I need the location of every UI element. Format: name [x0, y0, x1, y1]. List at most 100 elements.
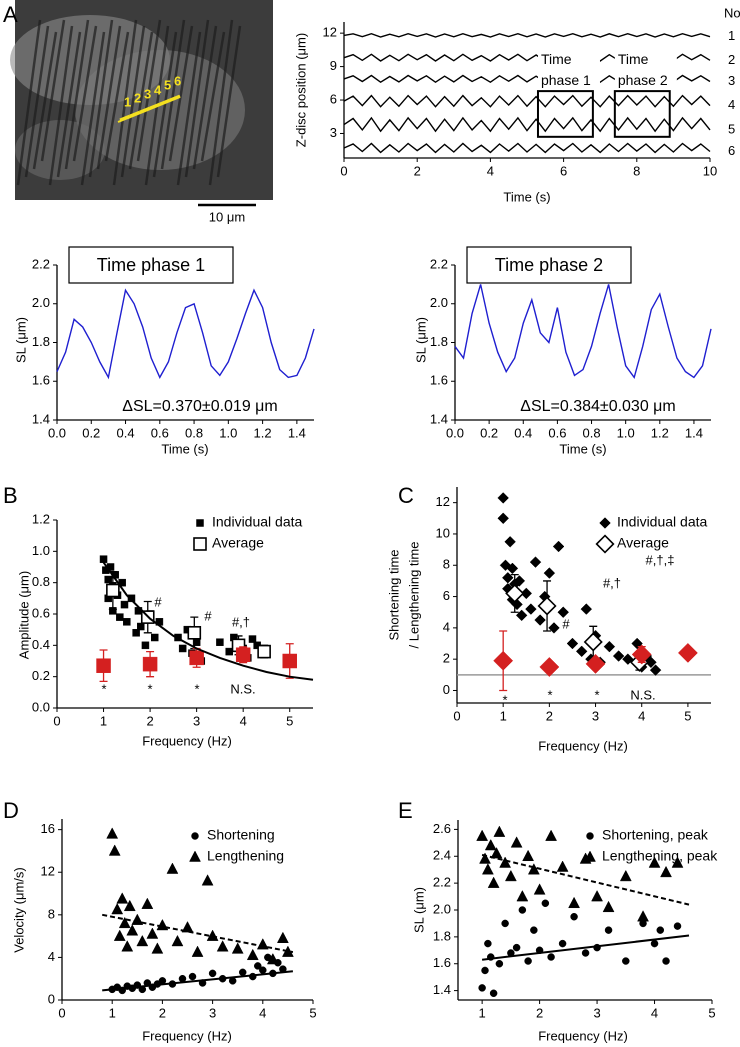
marker — [490, 847, 503, 859]
striation — [24, 25, 50, 178]
y-tick-label: 12 — [436, 494, 450, 509]
legend-label: Lengthening — [207, 848, 284, 864]
x-tick-label: 1.2 — [254, 425, 272, 440]
marker — [545, 829, 558, 841]
marker — [484, 939, 492, 948]
cell-region — [15, 120, 105, 180]
marker — [178, 644, 187, 653]
marker — [120, 600, 129, 609]
y-axis-label: SL (μm) — [411, 887, 426, 933]
y-tick-label: 1.0 — [32, 543, 50, 558]
phase-label: Time — [541, 51, 572, 67]
trace — [343, 116, 711, 133]
legend-label: Individual data — [617, 514, 708, 530]
y-tick-label: 10 — [436, 525, 450, 540]
marker — [121, 940, 134, 952]
marker — [266, 953, 279, 965]
marker — [570, 912, 578, 921]
legend-marker — [189, 850, 201, 862]
label-bg — [614, 51, 677, 90]
marker — [235, 647, 251, 662]
marker — [497, 512, 509, 525]
legend-marker — [599, 517, 611, 529]
marker-label: 2 — [134, 90, 141, 105]
y-tick-label: 2.4 — [433, 848, 451, 863]
fit-line — [102, 561, 314, 681]
marker — [529, 556, 542, 568]
marker — [603, 640, 616, 653]
marker — [126, 924, 139, 936]
marker — [662, 957, 670, 965]
striation — [16, 19, 42, 186]
arrow — [119, 114, 131, 122]
legend-marker — [584, 850, 596, 862]
y-tick-label: 0 — [443, 682, 450, 697]
annotation: * — [502, 692, 507, 707]
legend-label: Average — [212, 535, 264, 551]
x-tick-label: 1 — [100, 713, 107, 728]
x-tick-label: 10 — [703, 163, 717, 178]
chart-title: Time phase 2 — [495, 255, 603, 275]
trace — [343, 32, 711, 38]
x-axis-label: Frequency (Hz) — [538, 738, 628, 753]
marker — [216, 940, 229, 952]
panel-label: D — [3, 798, 19, 823]
x-tick-label: 0 — [53, 713, 60, 728]
x-tick-label: 6 — [560, 163, 567, 178]
x-tick-label: 3 — [193, 713, 200, 728]
y-tick-label: 2.2 — [430, 256, 448, 271]
arrow — [129, 110, 141, 118]
y-tick-label: 3 — [330, 125, 337, 140]
marker — [650, 939, 659, 948]
marker-label: 6 — [174, 73, 181, 88]
x-tick-label: 4 — [487, 163, 494, 178]
marker — [533, 883, 546, 895]
x-axis-label: Time (s) — [161, 441, 208, 456]
y-tick-label: 1.2 — [32, 511, 50, 526]
fit-line — [481, 853, 690, 906]
annotation: N.S. — [230, 681, 255, 696]
annotation: # — [562, 616, 570, 631]
marker — [106, 827, 119, 839]
x-tick-label: 5 — [309, 1005, 316, 1020]
marker — [257, 644, 271, 659]
title-box — [68, 246, 234, 284]
marker — [537, 596, 557, 616]
marker — [181, 921, 194, 933]
y-tick-label: 2.0 — [433, 901, 451, 916]
y-tick-label: 9 — [330, 58, 337, 73]
marker — [602, 900, 615, 913]
legend-marker — [191, 832, 199, 840]
y-tick-label: 0.4 — [32, 637, 50, 652]
x-tick-label: 1 — [109, 1005, 116, 1020]
marker — [96, 658, 111, 673]
x-tick-label: 1.0 — [617, 425, 635, 440]
y-tick-label: 1.8 — [32, 334, 50, 349]
marker — [581, 949, 590, 957]
marker — [558, 939, 567, 948]
x-tick-label: 2 — [414, 163, 421, 178]
y-axis-label: Amplitude (μm) — [16, 571, 31, 659]
marker — [171, 934, 184, 947]
marker — [481, 966, 489, 975]
marker — [111, 902, 124, 915]
series-label: 4 — [728, 97, 735, 112]
marker — [142, 656, 158, 672]
x-tick-label: 0.4 — [116, 425, 134, 440]
marker — [493, 650, 514, 671]
marker — [585, 653, 606, 674]
marker — [141, 641, 150, 650]
legend-marker — [586, 832, 594, 840]
marker-label: 1 — [124, 94, 131, 109]
striation — [56, 31, 82, 178]
marker — [484, 838, 497, 851]
micrograph: 1 2 3 4 5 6 — [10, 0, 273, 200]
striation — [112, 19, 138, 186]
marker — [150, 633, 159, 642]
trace — [343, 142, 711, 154]
x-tick-label: 0.4 — [514, 425, 532, 440]
striation — [72, 25, 98, 162]
marker — [282, 653, 297, 669]
marker — [116, 613, 124, 621]
